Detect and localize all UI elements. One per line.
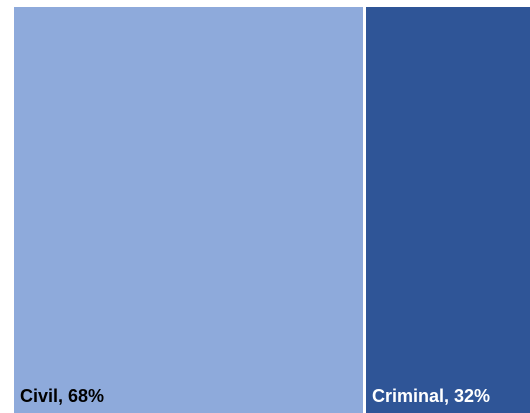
treemap-block-criminal: Criminal, 32% (366, 7, 530, 413)
criminal-label: Criminal, 32% (372, 386, 491, 406)
civil-label: Civil, 68% (20, 386, 105, 406)
treemap-block-civil: Civil, 68% (14, 7, 363, 413)
treemap-chart: Civil, 68% Criminal, 32% (14, 7, 530, 413)
